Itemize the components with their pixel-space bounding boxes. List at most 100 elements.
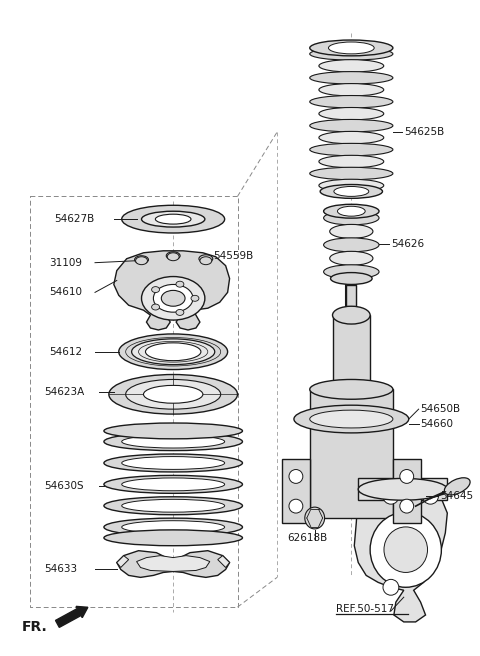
Ellipse shape bbox=[289, 470, 303, 483]
Text: FR.: FR. bbox=[22, 620, 48, 634]
Ellipse shape bbox=[122, 205, 225, 233]
Ellipse shape bbox=[319, 131, 384, 144]
Ellipse shape bbox=[334, 186, 369, 196]
Bar bbox=[310, 390, 393, 518]
Ellipse shape bbox=[144, 385, 203, 403]
Bar bbox=[282, 459, 310, 523]
Ellipse shape bbox=[176, 281, 184, 287]
Ellipse shape bbox=[154, 285, 193, 312]
Ellipse shape bbox=[200, 256, 212, 264]
Bar bbox=[358, 478, 447, 500]
Ellipse shape bbox=[333, 306, 370, 324]
Text: 54623A: 54623A bbox=[45, 387, 85, 398]
Ellipse shape bbox=[135, 256, 147, 264]
Ellipse shape bbox=[328, 42, 374, 54]
Ellipse shape bbox=[142, 211, 205, 227]
Ellipse shape bbox=[310, 410, 393, 428]
Ellipse shape bbox=[122, 435, 225, 448]
Ellipse shape bbox=[104, 518, 242, 536]
Ellipse shape bbox=[294, 405, 408, 433]
Ellipse shape bbox=[319, 83, 384, 96]
Ellipse shape bbox=[358, 478, 447, 500]
Ellipse shape bbox=[320, 184, 383, 198]
Ellipse shape bbox=[324, 204, 379, 218]
Text: 54645: 54645 bbox=[440, 491, 473, 501]
Ellipse shape bbox=[310, 379, 393, 400]
Ellipse shape bbox=[104, 497, 242, 515]
Ellipse shape bbox=[330, 224, 373, 238]
Text: 54660: 54660 bbox=[420, 419, 454, 429]
Ellipse shape bbox=[400, 499, 414, 513]
Ellipse shape bbox=[161, 291, 185, 306]
Ellipse shape bbox=[142, 277, 205, 320]
Text: 54559B: 54559B bbox=[213, 251, 253, 260]
Polygon shape bbox=[117, 556, 129, 567]
Ellipse shape bbox=[122, 478, 225, 491]
Ellipse shape bbox=[331, 273, 372, 285]
Ellipse shape bbox=[166, 252, 180, 260]
Text: REF.50-517: REF.50-517 bbox=[336, 604, 395, 614]
Ellipse shape bbox=[199, 255, 213, 262]
Polygon shape bbox=[114, 251, 229, 330]
Ellipse shape bbox=[319, 60, 384, 72]
Ellipse shape bbox=[132, 339, 215, 365]
Ellipse shape bbox=[310, 119, 393, 132]
Ellipse shape bbox=[152, 287, 159, 293]
Ellipse shape bbox=[333, 380, 370, 398]
Ellipse shape bbox=[310, 144, 393, 155]
Ellipse shape bbox=[330, 251, 373, 265]
Text: 54612: 54612 bbox=[49, 347, 83, 357]
FancyArrow shape bbox=[56, 606, 88, 627]
Text: 54633: 54633 bbox=[45, 564, 78, 575]
Bar bbox=[393, 459, 420, 523]
Ellipse shape bbox=[122, 521, 225, 533]
Ellipse shape bbox=[104, 454, 242, 472]
Ellipse shape bbox=[400, 470, 414, 483]
Ellipse shape bbox=[310, 48, 393, 60]
Ellipse shape bbox=[305, 507, 324, 529]
Ellipse shape bbox=[370, 512, 442, 587]
Ellipse shape bbox=[319, 155, 384, 168]
Bar bbox=[333, 315, 370, 390]
Text: 54650B: 54650B bbox=[420, 404, 461, 414]
Text: 31109: 31109 bbox=[49, 258, 83, 268]
Text: 54610: 54610 bbox=[49, 287, 83, 297]
Ellipse shape bbox=[383, 579, 399, 595]
Ellipse shape bbox=[167, 253, 179, 260]
Ellipse shape bbox=[319, 179, 384, 192]
Ellipse shape bbox=[337, 206, 365, 216]
Ellipse shape bbox=[384, 527, 428, 573]
Ellipse shape bbox=[176, 310, 184, 316]
Ellipse shape bbox=[104, 433, 242, 451]
Polygon shape bbox=[137, 556, 210, 571]
Ellipse shape bbox=[191, 295, 199, 301]
Text: 54625B: 54625B bbox=[404, 127, 444, 137]
Ellipse shape bbox=[310, 72, 393, 84]
Ellipse shape bbox=[422, 488, 438, 504]
Ellipse shape bbox=[319, 108, 384, 120]
Ellipse shape bbox=[324, 211, 379, 225]
Ellipse shape bbox=[104, 423, 242, 439]
Ellipse shape bbox=[324, 265, 379, 279]
Ellipse shape bbox=[109, 375, 238, 414]
Ellipse shape bbox=[310, 96, 393, 108]
Ellipse shape bbox=[126, 379, 221, 409]
Text: 62618B: 62618B bbox=[287, 533, 327, 543]
Ellipse shape bbox=[289, 499, 303, 513]
Ellipse shape bbox=[152, 304, 159, 310]
Polygon shape bbox=[354, 474, 447, 622]
Text: 54627B: 54627B bbox=[54, 214, 95, 224]
Ellipse shape bbox=[310, 40, 393, 56]
Ellipse shape bbox=[122, 457, 225, 470]
Ellipse shape bbox=[119, 334, 228, 369]
Ellipse shape bbox=[383, 488, 399, 504]
Text: 54630S: 54630S bbox=[45, 482, 84, 491]
Polygon shape bbox=[218, 556, 229, 567]
Polygon shape bbox=[117, 550, 229, 577]
Ellipse shape bbox=[156, 215, 191, 224]
Ellipse shape bbox=[324, 238, 379, 252]
Bar bbox=[347, 285, 356, 320]
Ellipse shape bbox=[104, 530, 242, 546]
Ellipse shape bbox=[310, 167, 393, 180]
Ellipse shape bbox=[104, 476, 242, 493]
